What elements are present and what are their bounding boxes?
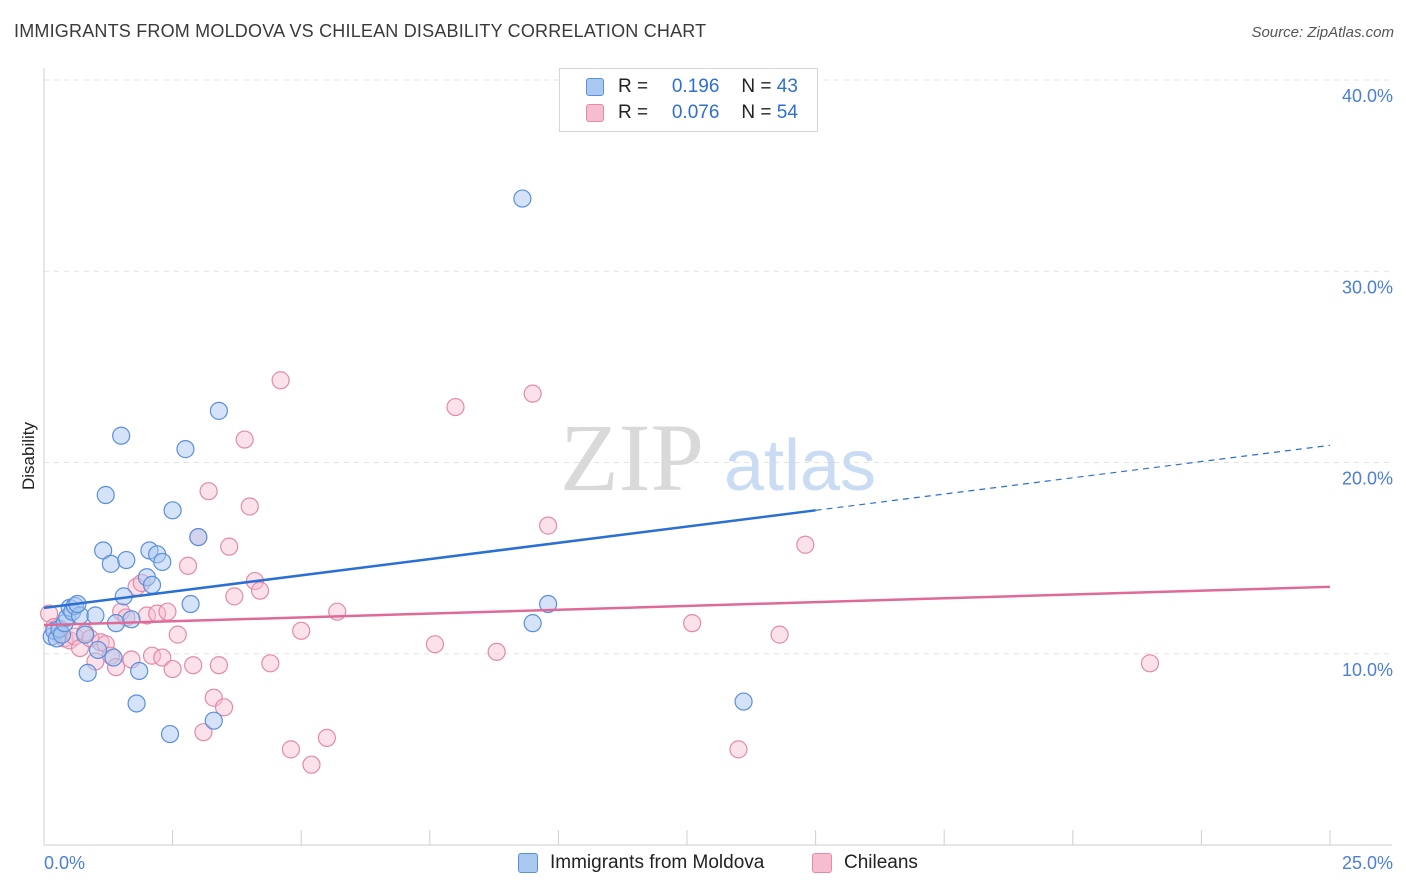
x-tick-label-max: 25.0% bbox=[1342, 853, 1393, 873]
point-chileans bbox=[446, 397, 465, 417]
point-moldova bbox=[181, 594, 200, 614]
point-chileans bbox=[770, 625, 789, 644]
point-chileans bbox=[487, 642, 506, 661]
point-chileans bbox=[178, 556, 198, 575]
bottom-legend-chileans: Chileans bbox=[812, 852, 918, 874]
bottom-legend-moldova: Immigrants from Moldova bbox=[518, 852, 764, 874]
point-chileans bbox=[539, 516, 558, 535]
legend-swatch-pink bbox=[586, 104, 604, 122]
grid-lines bbox=[44, 79, 1392, 655]
point-chileans bbox=[214, 698, 234, 717]
tick-labels: 10.0% 20.0% 30.0% 40.0% 0.0% 25.0% bbox=[44, 86, 1393, 873]
bottom-legend-swatch-pink bbox=[812, 853, 832, 873]
point-chileans bbox=[729, 740, 748, 759]
point-moldova bbox=[104, 648, 123, 667]
point-chileans bbox=[240, 497, 259, 516]
legend-r-value: 0.076 bbox=[671, 102, 720, 123]
point-chileans bbox=[292, 621, 311, 640]
point-chileans bbox=[271, 371, 290, 390]
y-tick-label-20: 20.0% bbox=[1342, 469, 1393, 489]
point-moldova bbox=[163, 501, 182, 520]
trend-line-chileans bbox=[43, 585, 1331, 627]
point-chileans bbox=[158, 602, 177, 621]
bottom-legend-label-chileans: Chileans bbox=[844, 852, 918, 873]
point-chileans bbox=[199, 482, 218, 501]
legend-n-label: N = bbox=[741, 102, 772, 123]
point-chileans bbox=[209, 656, 228, 675]
point-chileans bbox=[194, 723, 213, 742]
legend-n-value: 54 bbox=[776, 102, 798, 123]
point-moldova bbox=[160, 724, 180, 744]
point-moldova bbox=[94, 541, 113, 560]
point-chileans bbox=[302, 755, 321, 774]
point-chileans bbox=[168, 625, 187, 644]
watermark-zip: ZIP bbox=[560, 404, 704, 511]
point-moldova bbox=[153, 552, 172, 572]
legend-r-label: R = bbox=[618, 76, 649, 97]
correlation-legend: R = 0.196 N = 43 R = 0.076 N = 54 bbox=[559, 68, 818, 132]
point-moldova bbox=[209, 401, 228, 420]
point-moldova bbox=[176, 440, 195, 459]
y-tick-label-40: 40.0% bbox=[1342, 86, 1393, 106]
point-chileans bbox=[220, 537, 239, 556]
point-chileans bbox=[225, 587, 244, 606]
point-moldova bbox=[189, 527, 208, 547]
y-axis-label: Disability bbox=[19, 421, 38, 490]
legend-r-label: R = bbox=[618, 102, 649, 123]
point-moldova bbox=[523, 614, 542, 633]
legend-row-chileans: R = 0.076 N = 54 bbox=[586, 101, 798, 125]
watermark-atlas: atlas bbox=[724, 426, 876, 506]
legend-r-value: 0.196 bbox=[671, 76, 720, 97]
point-chileans bbox=[425, 635, 445, 654]
y-tick-label-30: 30.0% bbox=[1342, 277, 1393, 297]
point-moldova bbox=[734, 692, 753, 711]
x-tick-label-min: 0.0% bbox=[44, 853, 85, 873]
point-chileans bbox=[683, 614, 702, 633]
point-moldova bbox=[122, 610, 141, 629]
y-tick-label-10: 10.0% bbox=[1342, 660, 1393, 680]
point-moldova bbox=[127, 694, 146, 713]
point-moldova bbox=[539, 594, 558, 614]
point-chileans bbox=[317, 728, 337, 748]
legend-n-value: 43 bbox=[776, 76, 798, 97]
source-label: Source: ZipAtlas.com bbox=[1251, 24, 1394, 41]
point-chileans bbox=[40, 604, 59, 623]
point-chileans bbox=[1140, 654, 1160, 673]
point-chileans bbox=[796, 535, 815, 554]
legend-swatch-blue bbox=[586, 78, 604, 96]
point-moldova bbox=[86, 606, 105, 625]
point-moldova bbox=[112, 426, 131, 445]
point-moldova bbox=[117, 550, 136, 570]
point-moldova bbox=[78, 663, 97, 682]
trend-line-moldova-extrapolated bbox=[815, 444, 1331, 511]
point-moldova bbox=[142, 575, 162, 595]
point-chileans bbox=[281, 740, 301, 759]
trend-line-moldova bbox=[43, 509, 816, 610]
legend-n-label: N = bbox=[741, 76, 772, 97]
chart-title: IMMIGRANTS FROM MOLDOVA VS CHILEAN DISAB… bbox=[14, 21, 707, 41]
trend-lines bbox=[43, 444, 1331, 627]
point-chileans bbox=[250, 581, 270, 600]
point-chileans bbox=[163, 659, 182, 679]
point-moldova bbox=[513, 189, 532, 208]
point-chileans bbox=[153, 648, 172, 667]
point-moldova bbox=[96, 485, 115, 505]
point-chileans bbox=[261, 654, 280, 673]
point-moldova bbox=[130, 661, 149, 681]
point-moldova bbox=[76, 625, 95, 644]
bottom-legend-swatch-blue bbox=[518, 853, 538, 873]
bottom-legend-label-moldova: Immigrants from Moldova bbox=[550, 852, 765, 873]
point-moldova bbox=[204, 711, 223, 730]
point-chileans bbox=[523, 384, 542, 403]
point-chileans bbox=[235, 430, 254, 449]
point-chileans bbox=[184, 656, 203, 675]
point-moldova bbox=[88, 640, 108, 660]
axes bbox=[43, 68, 1392, 846]
watermark: ZIP atlas bbox=[560, 404, 876, 511]
legend-row-moldova: R = 0.196 N = 43 bbox=[586, 75, 798, 99]
series-moldova-points bbox=[42, 189, 753, 744]
point-moldova bbox=[101, 554, 120, 573]
